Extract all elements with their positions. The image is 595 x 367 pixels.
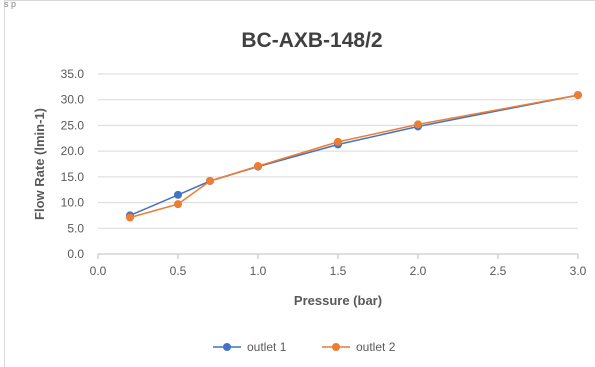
legend-item-outlet-1: outlet 1	[213, 340, 287, 354]
x-tick-label: 2.0	[410, 264, 427, 278]
x-tick-label: 1.5	[330, 264, 347, 278]
series-line-outlet-1	[129, 94, 579, 217]
y-axis-title: Flow Rate (lmin-1)	[32, 108, 47, 220]
series-line-outlet-2	[129, 94, 579, 219]
y-tick-labels: 0.0 5.0 10.0 15.0 20.0 25.0 30.0 35.0	[61, 67, 85, 261]
x-tick-label: 0.5	[170, 264, 187, 278]
corner-label: s p	[4, 0, 17, 9]
series-outlet-2	[126, 91, 582, 222]
legend-item-outlet-2: outlet 2	[322, 340, 396, 354]
series-layer	[126, 91, 582, 222]
y-tick-label: 25.0	[61, 118, 85, 132]
y-tick-label: 15.0	[61, 170, 85, 184]
data-point-outlet-2	[334, 137, 342, 146]
legend-marker-outlet-2	[332, 343, 340, 351]
frame-border-top	[4, 0, 595, 1]
legend: outlet 1 outlet 2	[213, 340, 396, 354]
chart-title: BC-AXB-148/2	[241, 29, 382, 52]
legend-label-outlet-1: outlet 1	[247, 340, 287, 354]
axes	[97, 253, 579, 259]
y-tick-label: 35.0	[61, 67, 85, 81]
series-outlet-1	[126, 91, 582, 220]
data-point-outlet-2	[414, 120, 422, 129]
data-point-outlet-2	[574, 91, 582, 100]
y-tick-label: 10.0	[61, 196, 85, 210]
y-tick-label: 0.0	[67, 247, 84, 261]
data-point-outlet-2	[126, 213, 134, 222]
gridlines	[98, 73, 578, 229]
data-point-outlet-2	[174, 200, 182, 209]
y-tick-label: 20.0	[61, 144, 85, 158]
x-tick-label: 1.0	[250, 264, 267, 278]
x-tick-label: 2.5	[490, 264, 507, 278]
data-point-outlet-2	[206, 176, 214, 185]
x-tick-labels: 0.0 0.5 1.0 1.5 2.0 2.5 3.0	[90, 264, 587, 278]
data-point-outlet-1	[174, 190, 182, 199]
y-tick-label: 5.0	[67, 221, 84, 235]
x-tick-label: 3.0	[570, 264, 587, 278]
x-tick-label: 0.0	[90, 264, 107, 278]
legend-label-outlet-2: outlet 2	[356, 340, 396, 354]
y-tick-label: 30.0	[61, 93, 85, 107]
legend-marker-outlet-1	[223, 343, 231, 351]
x-axis-title: Pressure (bar)	[294, 293, 382, 308]
data-point-outlet-2	[254, 162, 262, 171]
frame-border-left	[4, 0, 5, 367]
